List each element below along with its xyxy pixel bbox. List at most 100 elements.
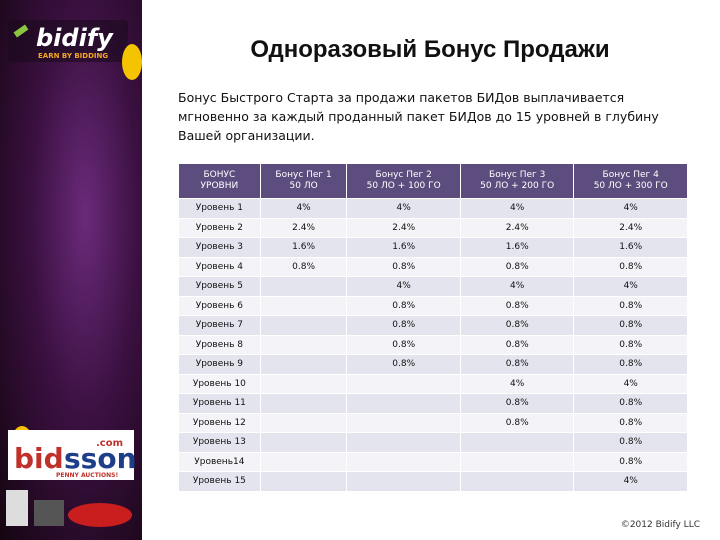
level-cell: Уровень 5	[178, 276, 261, 297]
cell-text: Уровень 10	[192, 378, 246, 389]
table-cell: 0.8%	[459, 393, 575, 414]
cell-text: 0.8%	[392, 359, 416, 370]
cell-text: Уровень 4	[195, 261, 244, 272]
sidebar: bidify EARN BY BIDDING bid sson .com PEN…	[0, 0, 142, 540]
cell-text: Уровень 7	[195, 320, 244, 331]
partner-domain: .com	[96, 438, 123, 449]
table-cell: 0.8%	[459, 295, 575, 316]
table-cell: 0.8%	[459, 256, 575, 277]
table-cell: 0.8%	[573, 295, 688, 316]
table-row: Уровень 15 4%	[178, 471, 688, 492]
cell-text: Уровень 12	[192, 417, 246, 428]
cell-text: 4%	[510, 281, 525, 292]
cell-text: 0.8%	[619, 456, 643, 467]
level-cell: Уровень14	[178, 451, 261, 472]
table-row: Уровень 10 4% 4%	[178, 373, 688, 394]
cell-text: 4%	[623, 281, 638, 292]
table-cell: 0.8%	[573, 334, 688, 355]
product-car	[68, 503, 132, 527]
cell-text: 0.8%	[505, 339, 529, 350]
level-cell: Уровень 9	[178, 354, 261, 375]
header-cell: БОНУС УРОВНИ	[178, 163, 261, 199]
table-row: Уровень 12 0.8% 0.8%	[178, 412, 688, 433]
table-cell	[346, 393, 461, 414]
table-cell	[259, 354, 348, 375]
table-cell	[259, 334, 348, 355]
partner-bg	[8, 430, 134, 480]
table-cell: 1.6%	[259, 237, 348, 258]
table-row: Уровень 3 1.6% 1.6% 1.6% 1.6%	[178, 237, 688, 258]
table-cell	[259, 412, 348, 433]
cell-text: Уровень 2	[195, 222, 244, 233]
header-text: Бонус Пег 3	[489, 170, 546, 180]
table-cell: 4%	[346, 276, 461, 297]
product-icon	[34, 500, 64, 526]
level-cell: Уровень 15	[178, 471, 261, 492]
partner-name-b: sson	[64, 442, 137, 475]
table-cell	[259, 295, 348, 316]
level-cell: Уровень 6	[178, 295, 261, 316]
footer: ©2012 Bidify LLC	[620, 520, 700, 530]
table-cell	[259, 451, 348, 472]
cell-text: 0.8%	[505, 359, 529, 370]
header-text: 50 ЛО + 100 ГО	[366, 181, 441, 191]
partner-name-a: bid	[14, 442, 64, 475]
cell-text: Уровень 5	[195, 281, 244, 292]
table-row: Уровень 13 0.8%	[178, 432, 688, 453]
bonus-table: БОНУС УРОВНИ Бонус Пег 1 50 ЛО Бонус Пег 2 50…	[178, 163, 688, 492]
table-cell: 2.4%	[259, 217, 348, 238]
table-cell: 2.4%	[573, 217, 688, 238]
header-text: 50 ЛО + 200 ГО	[480, 181, 555, 191]
cell-text: 1.6%	[392, 242, 416, 253]
cell-text: 0.8%	[619, 398, 643, 409]
table-cell	[459, 451, 575, 472]
cell-text: 2.4%	[392, 222, 416, 233]
table-cell: 0.8%	[459, 412, 575, 433]
cell-text: Уровень 3	[195, 242, 244, 253]
table-row: Уровень 5 4% 4% 4%	[178, 276, 688, 297]
cell-text: 4%	[396, 281, 411, 292]
cell-text: 0.8%	[392, 261, 416, 272]
cell-text: 0.8%	[619, 359, 643, 370]
header-text: УРОВНИ	[200, 181, 239, 191]
cell-text: 2.4%	[292, 222, 316, 233]
level-cell: Уровень 4	[178, 256, 261, 277]
table-cell: 0.8%	[573, 432, 688, 453]
table-cell	[259, 471, 348, 492]
cell-text: 1.6%	[505, 242, 529, 253]
cell-text: 4%	[396, 203, 411, 214]
header-text: 50 ЛО	[289, 181, 318, 191]
product-icon	[6, 490, 28, 526]
table-cell: 4%	[573, 471, 688, 492]
table-cell	[346, 451, 461, 472]
header-cell: Бонус Пег 4 50 ЛО + 300 ГО	[573, 163, 688, 199]
table-cell: 0.8%	[573, 256, 688, 277]
cell-text: Уровень 15	[192, 476, 246, 487]
cell-text: 2.4%	[505, 222, 529, 233]
cell-text: 0.8%	[392, 339, 416, 350]
table-row: Уровень 6 0.8% 0.8% 0.8%	[178, 295, 688, 316]
cell-text: 4%	[623, 476, 638, 487]
cell-text: 0.8%	[505, 417, 529, 428]
table-cell: 0.8%	[259, 256, 348, 277]
table-cell: 0.8%	[459, 354, 575, 375]
level-cell: Уровень 8	[178, 334, 261, 355]
cell-text: 4%	[510, 203, 525, 214]
table-cell: 4%	[459, 276, 575, 297]
level-cell: Уровень 10	[178, 373, 261, 394]
table-cell: 0.8%	[346, 295, 461, 316]
table-cell	[346, 373, 461, 394]
cell-text: Уровень14	[194, 456, 245, 467]
level-cell: Уровень 11	[178, 393, 261, 414]
header-cell: Бонус Пег 2 50 ЛО + 100 ГО	[346, 163, 461, 199]
table-cell: 0.8%	[573, 354, 688, 375]
cell-text: 0.8%	[392, 320, 416, 331]
logo-name: bidify	[36, 24, 114, 52]
table-cell: 0.8%	[346, 315, 461, 336]
intro-text: Бонус Быстрого Старта за продажи пакетов…	[178, 90, 659, 143]
cell-text: 0.8%	[619, 300, 643, 311]
table-row: Уровень 2 2.4% 2.4% 2.4% 2.4%	[178, 217, 688, 238]
table-cell: 0.8%	[346, 256, 461, 277]
table-row: Уровень 8 0.8% 0.8% 0.8%	[178, 334, 688, 355]
